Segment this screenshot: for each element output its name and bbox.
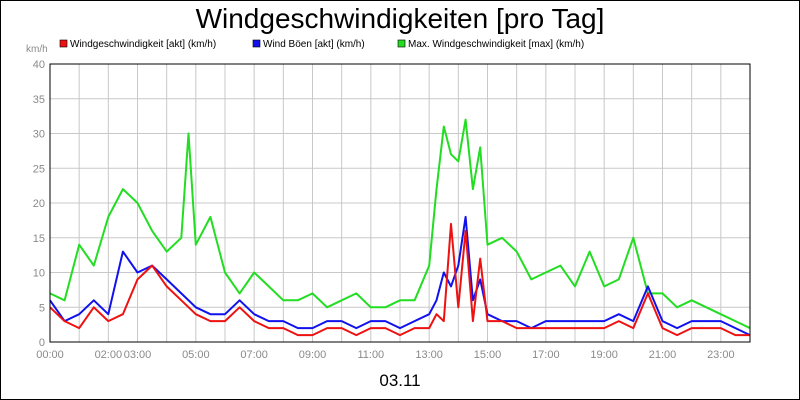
y-tick-label: 0 <box>39 337 45 349</box>
y-tick-label: 15 <box>33 233 45 245</box>
date-label: 03.11 <box>379 371 420 390</box>
legend-label: Max. Windgeschwindigkeit [max] (km/h) <box>408 39 584 50</box>
x-tick-label: 02:00 <box>95 349 123 361</box>
y-axis-unit-label: km/h <box>26 44 48 55</box>
chart-title: Windgeschwindigkeiten [pro Tag] <box>196 3 605 34</box>
y-tick-label: 10 <box>33 268 45 280</box>
plot-border <box>49 63 751 343</box>
legend-swatch <box>59 39 68 48</box>
legend: Windgeschwindigkeit [akt] (km/h) Wind Böe… <box>59 39 584 50</box>
grid-lines <box>50 64 750 342</box>
x-tick-label: 15:00 <box>474 349 502 361</box>
series-lines <box>49 118 751 337</box>
x-tick-label: 03:00 <box>124 349 152 361</box>
y-tick-label: 30 <box>33 129 45 141</box>
x-tick-label: 05:00 <box>182 349 210 361</box>
x-tick-label: 23:00 <box>707 349 735 361</box>
series-line-2 <box>49 118 751 330</box>
x-tick-label: 17:00 <box>532 349 560 361</box>
legend-swatch <box>397 39 406 48</box>
y-tick-label: 5 <box>39 302 45 314</box>
legend-label: Wind Böen [akt] (km/h) <box>263 39 365 50</box>
y-tick-label: 35 <box>33 94 45 106</box>
legend-label: Windgeschwindigkeit [akt] (km/h) <box>70 39 216 50</box>
y-tick-label: 40 <box>33 59 45 71</box>
x-tick-label: 21:00 <box>649 349 677 361</box>
x-tick-label: 07:00 <box>240 349 268 361</box>
x-tick-label: 11:00 <box>357 349 384 361</box>
series-line-0 <box>49 222 750 337</box>
series-line-1 <box>49 215 751 337</box>
x-tick-labels: 00:00 02:00 03:00 05:00 07:00 09:00 11:00 13:00… <box>36 349 734 361</box>
y-tick-label: 20 <box>33 198 45 210</box>
x-tick-label: 19:00 <box>590 349 618 361</box>
x-tick-label: 00:00 <box>36 349 64 361</box>
y-tick-label: 25 <box>33 163 45 175</box>
x-tick-label: 13:00 <box>415 349 443 361</box>
x-tick-label: 09:00 <box>299 349 327 361</box>
y-tick-labels: 0 5 10 15 20 25 30 35 40 <box>33 59 45 349</box>
legend-swatch <box>252 39 261 48</box>
